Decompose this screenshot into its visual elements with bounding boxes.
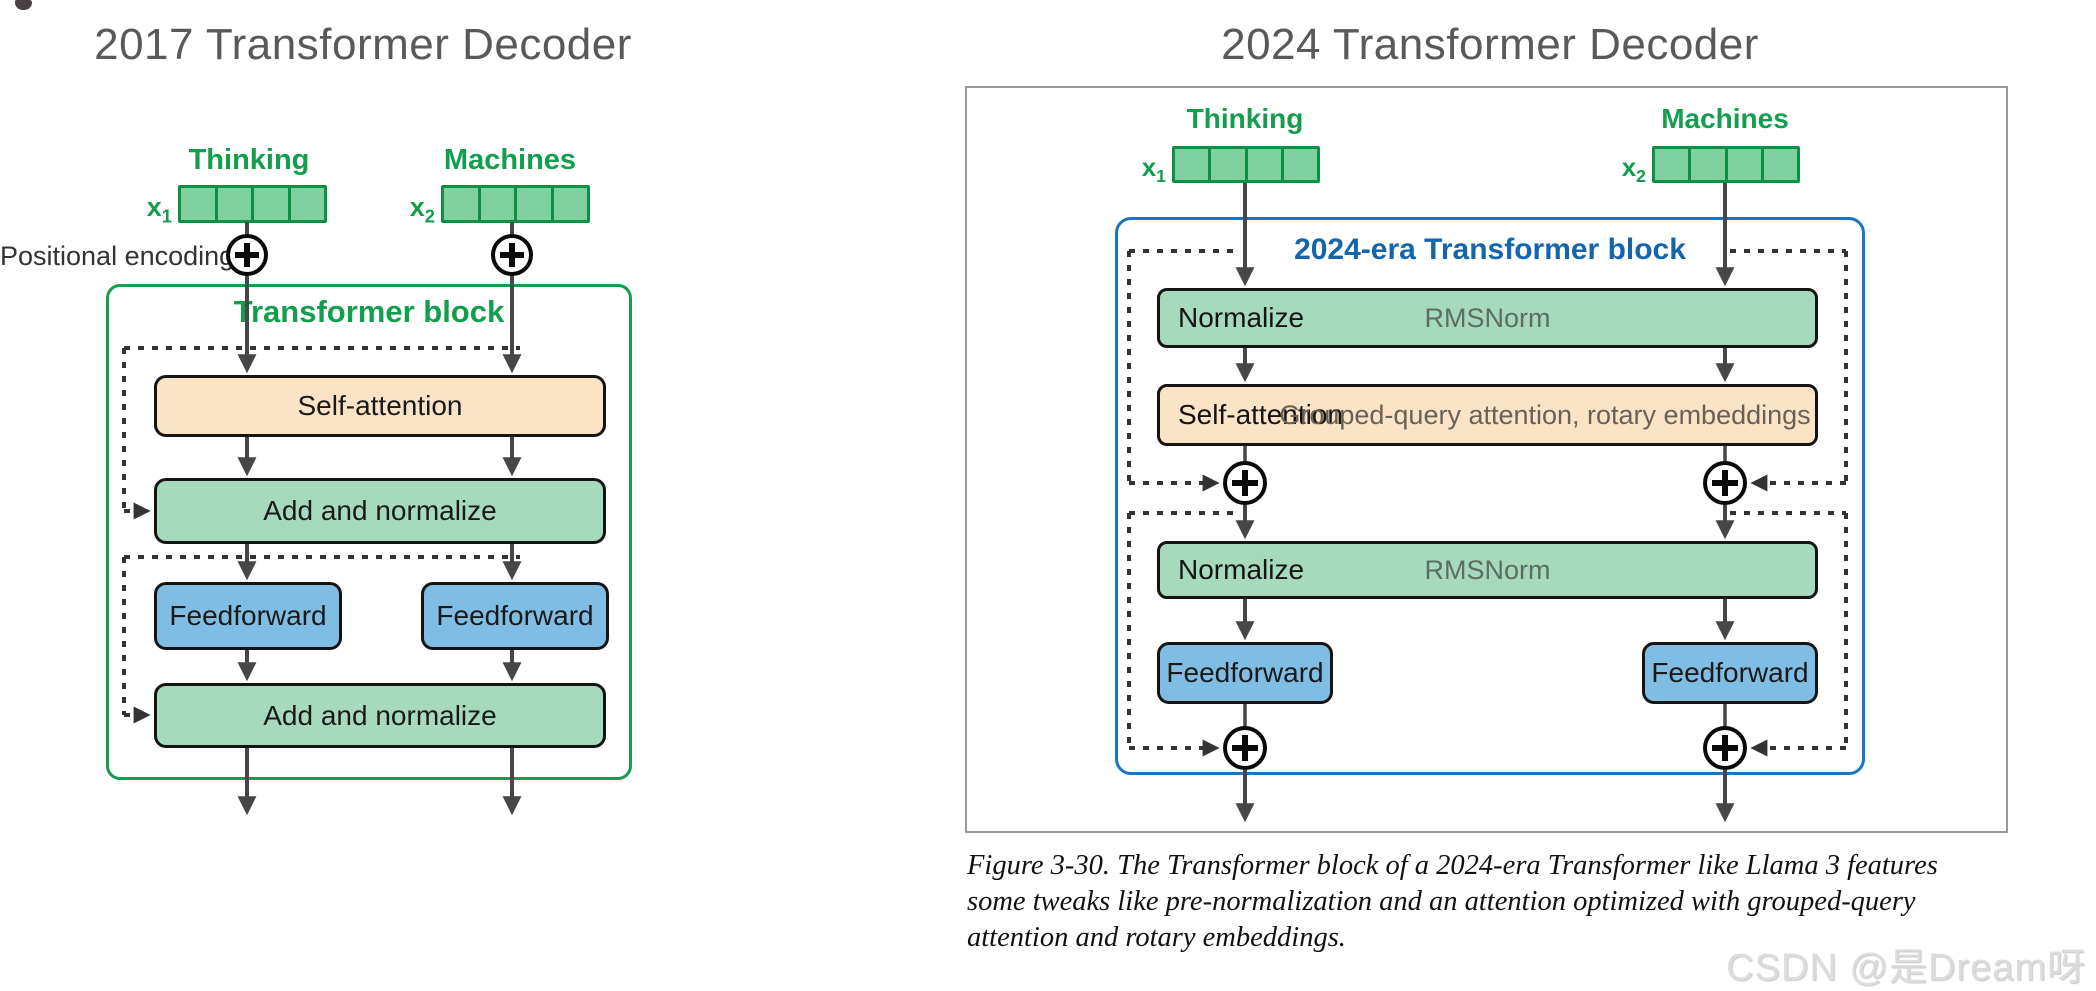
- token-cell: [181, 188, 218, 220]
- left-token-row-x1: [178, 185, 327, 223]
- feedforward-2024-right-label: Feedforward: [1651, 657, 1809, 688]
- normalize-2-label: Normalize: [1178, 554, 1305, 585]
- token-cell: [254, 188, 291, 220]
- csdn-watermark: CSDN @是Dream呀: [1726, 947, 2086, 989]
- figure-caption-line-3: attention and rotary embeddings.: [967, 922, 1346, 953]
- right-panel-title: 2024 Transformer Decoder: [1221, 20, 1759, 69]
- transformer-block-frame: [106, 284, 632, 780]
- token-cell: [1691, 149, 1728, 180]
- left-x2-label: x2: [409, 192, 435, 227]
- right-x2-label: x2: [1621, 152, 1646, 187]
- normalize-1-detail: RMSNorm: [1424, 302, 1551, 333]
- figure-outer-frame: [965, 86, 2008, 833]
- transformer-block-2024-frame: [1115, 217, 1865, 775]
- token-cell: [1284, 149, 1317, 180]
- right-token-word-machines: Machines: [1661, 103, 1789, 134]
- token-cell: [1248, 149, 1284, 180]
- right-token-row-x2: [1652, 146, 1800, 183]
- normalize-1-box: Normalize RMSNorm: [1157, 288, 1818, 348]
- feedforward-2024-left-box: Feedforward: [1157, 642, 1333, 704]
- left-plus-circle-icons: [226, 234, 533, 276]
- feedforward-2024-left-label: Feedforward: [1166, 657, 1324, 688]
- self-attention-2024-detail: Grouped-query attention, rotary embeddin…: [1279, 399, 1811, 430]
- right-token-word-thinking: Thinking: [1186, 103, 1304, 134]
- add-normalize-1-box: Add and normalize: [154, 478, 606, 544]
- left-x1-label: x1: [146, 192, 172, 227]
- plus-circle-icon: [491, 234, 533, 276]
- feedforward-right-label: Feedforward: [436, 600, 594, 631]
- feedforward-right-box: Feedforward: [421, 582, 609, 650]
- token-cell: [1764, 149, 1797, 180]
- cursor-artifact: [15, 0, 32, 10]
- left-token-row-x2: [441, 185, 590, 223]
- left-token-word-thinking: Thinking: [188, 144, 310, 176]
- self-attention-2024-box: Self-attention Grouped-query attention, …: [1157, 384, 1818, 446]
- token-cell: [517, 188, 554, 220]
- normalize-2-box: Normalize RMSNorm: [1157, 541, 1818, 599]
- token-cell: [554, 188, 588, 220]
- token-cell: [1211, 149, 1248, 180]
- token-cell: [1728, 149, 1764, 180]
- self-attention-2024-label: Self-attention: [1178, 399, 1343, 430]
- left-token-word-machines: Machines: [443, 144, 577, 176]
- token-cell: [1175, 149, 1212, 180]
- feedforward-left-label: Feedforward: [169, 600, 327, 631]
- token-cell: [481, 188, 517, 220]
- feedforward-2024-right-box: Feedforward: [1642, 642, 1818, 704]
- token-cell: [444, 188, 481, 220]
- figure-caption-line-1: Figure 3-30. The Transformer block of a …: [967, 850, 1938, 881]
- normalize-2-detail: RMSNorm: [1424, 554, 1551, 585]
- transformer-block-2024-label: 2024-era Transformer block: [1294, 233, 1686, 266]
- self-attention-box: Self-attention: [154, 375, 606, 437]
- token-cell: [291, 188, 325, 220]
- add-normalize-2-box: Add and normalize: [154, 683, 606, 748]
- feedforward-left-box: Feedforward: [154, 582, 342, 650]
- figure-caption-line-2: some tweaks like pre-normalization and a…: [967, 886, 1916, 917]
- right-token-row-x1: [1172, 146, 1320, 183]
- transformer-block-label: Transformer block: [233, 294, 505, 329]
- add-normalize-2-label: Add and normalize: [263, 699, 497, 731]
- token-cell: [1655, 149, 1692, 180]
- normalize-1-label: Normalize: [1178, 302, 1305, 333]
- token-cell: [218, 188, 254, 220]
- right-x1-label: x1: [1141, 152, 1166, 187]
- self-attention-label: Self-attention: [297, 390, 463, 421]
- add-normalize-1-label: Add and normalize: [263, 495, 497, 526]
- left-panel-title: 2017 Transformer Decoder: [94, 20, 632, 69]
- positional-encoding-label: Positional encoding: [0, 241, 235, 271]
